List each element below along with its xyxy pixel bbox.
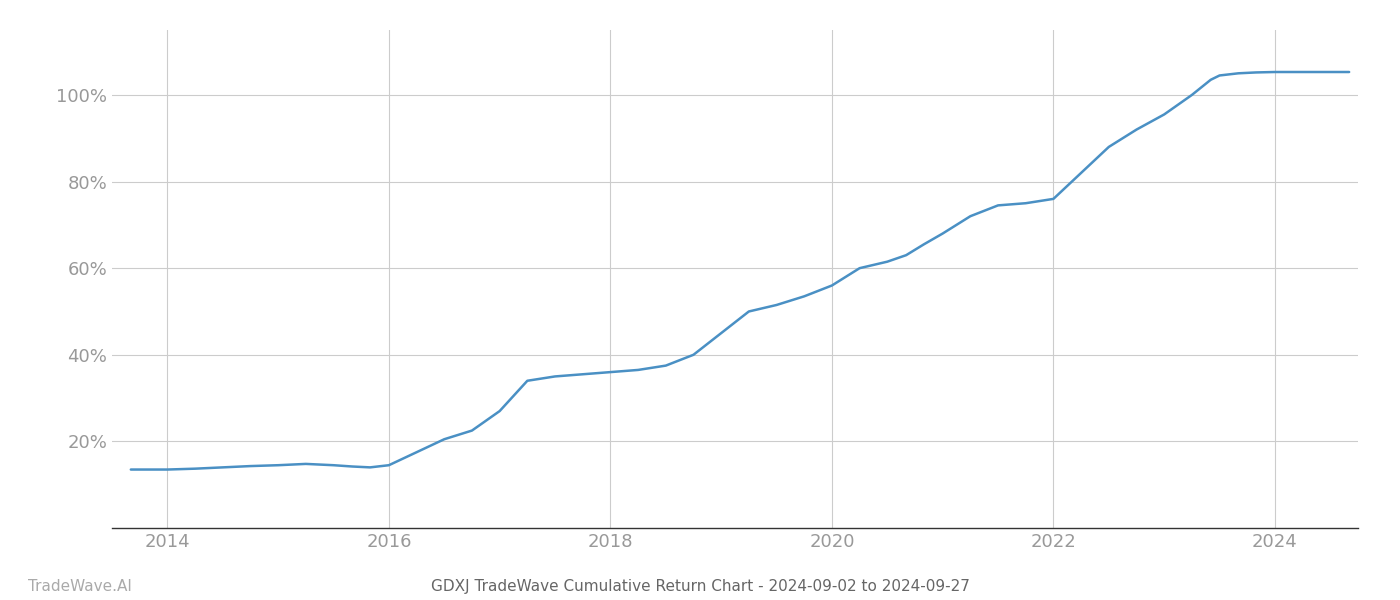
Text: TradeWave.AI: TradeWave.AI [28,579,132,594]
Text: GDXJ TradeWave Cumulative Return Chart - 2024-09-02 to 2024-09-27: GDXJ TradeWave Cumulative Return Chart -… [431,579,969,594]
